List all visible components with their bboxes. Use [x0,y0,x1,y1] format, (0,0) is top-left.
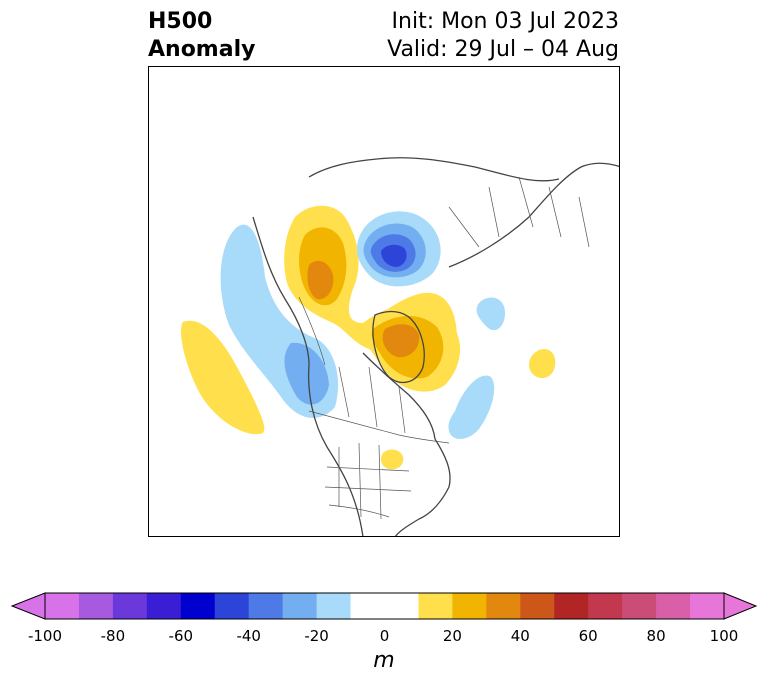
coastlines [252,157,619,536]
cb-tick-label: 40 [510,627,530,645]
colorbar-segment [45,593,80,619]
anomaly-pos-archipelago-core [382,324,420,358]
colorbar-segment [520,593,555,619]
border-us-canada [308,410,450,444]
colorbar-unit: m [373,648,395,673]
colorbar-extend-high [723,592,758,620]
init-date: Init: Mon 03 Jul 2023 [391,9,619,34]
cb-tick-label: -60 [168,627,194,645]
colorbar-segment [418,593,453,619]
colorbar-segment [588,593,623,619]
anomaly-neg-n-atlantic [476,297,505,331]
colorbar-segment [180,593,216,619]
colorbar-segment [78,593,114,619]
border-alaska-canada [298,296,326,366]
colorbar [10,592,758,620]
colorbar-segment [248,593,284,619]
colorbar-segment [622,593,657,619]
colorbar-segment [214,593,250,619]
colorbar-segment [452,593,487,619]
colorbar-segment [350,593,385,619]
anomaly-pos-ne-pacific [180,320,265,435]
borders-us-states [324,442,412,520]
colorbar-frame [44,592,725,620]
anomaly-pos-c-atlantic [529,348,556,379]
colorbar-segment [112,593,148,619]
borders-provinces [338,366,406,434]
title-left: H500 Anomaly [148,8,255,64]
border-us-mexico [328,504,390,518]
colorbar-segment [384,593,419,619]
colorbar-segment [554,593,589,619]
anomaly-neg-pacific-nw-core [284,342,329,405]
cb-tick-label: 80 [646,627,666,645]
cb-tick-label: 0 [379,627,390,645]
anomaly-pos-ohio-valley [381,449,404,470]
cb-tick-label: -20 [304,627,329,645]
coastline-east-north-america [394,438,451,536]
valid-range: Valid: 29 Jul – 04 Aug [387,37,619,62]
cb-tick-label: 100 [709,627,739,645]
colorbar-segment [656,593,691,619]
variable-title: H500 [148,9,213,34]
anomaly-map [180,157,619,536]
cb-tick-label: -100 [27,627,63,645]
map-panel [148,66,620,537]
title-right: Init: Mon 03 Jul 2023 Valid: 29 Jul – 04… [387,8,619,64]
cb-tick-label: -80 [100,627,126,645]
colorbar-segment [146,593,182,619]
borders-eurasia [448,176,590,248]
cb-tick-label: -40 [236,627,261,645]
anomaly-pos-alaska-core [307,260,334,300]
colorbar-segment [690,593,725,619]
coastline-greenland [372,310,425,384]
cb-tick-label: 60 [578,627,598,645]
coastline-north-america [252,216,364,536]
anomaly-neg-newfoundland [448,375,495,439]
colorbar-segment [316,593,352,619]
coastline-siberia [308,157,560,182]
political-borders [298,176,590,520]
colorbar-segment [282,593,318,619]
cb-tick-label: 20 [442,627,462,645]
coastline-eurasia [448,162,619,268]
anomaly-neg-arctic-core [381,244,407,267]
colorbar-segment [486,593,521,619]
colorbar-extend-low [10,592,46,620]
coastline-hudson-bay [362,352,436,440]
variable-subtitle: Anomaly [148,37,256,62]
